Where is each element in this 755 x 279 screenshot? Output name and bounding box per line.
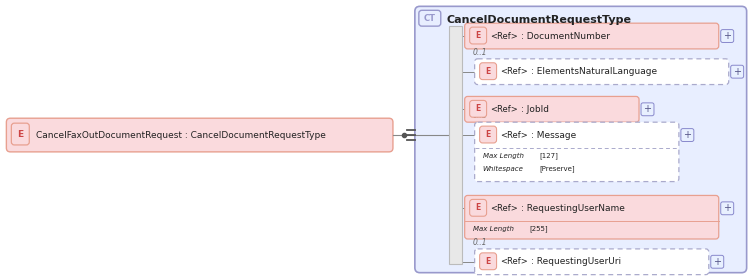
- Text: E: E: [476, 203, 481, 212]
- Text: 0..1: 0..1: [473, 238, 487, 247]
- FancyBboxPatch shape: [464, 23, 719, 49]
- Text: [Preserve]: [Preserve]: [539, 165, 575, 172]
- Text: CancelDocumentRequestType: CancelDocumentRequestType: [447, 15, 632, 25]
- Text: Whitespace: Whitespace: [482, 166, 523, 172]
- Text: CancelFaxOutDocumentRequest : CancelDocumentRequestType: CancelFaxOutDocumentRequest : CancelDocu…: [36, 131, 326, 140]
- FancyBboxPatch shape: [464, 97, 639, 122]
- Text: Max Length: Max Length: [473, 226, 513, 232]
- FancyBboxPatch shape: [479, 126, 497, 143]
- Text: E: E: [485, 67, 491, 76]
- FancyBboxPatch shape: [414, 6, 747, 273]
- FancyBboxPatch shape: [721, 202, 734, 215]
- Text: E: E: [476, 104, 481, 113]
- FancyBboxPatch shape: [721, 30, 734, 42]
- FancyBboxPatch shape: [464, 195, 719, 239]
- Text: : RequestingUserUri: : RequestingUserUri: [532, 257, 621, 266]
- FancyBboxPatch shape: [11, 123, 29, 145]
- Text: 0..1: 0..1: [473, 48, 487, 57]
- FancyBboxPatch shape: [710, 255, 724, 268]
- Text: [127]: [127]: [539, 152, 558, 159]
- Text: +: +: [713, 257, 721, 267]
- Text: <Ref>: <Ref>: [501, 67, 528, 76]
- FancyBboxPatch shape: [641, 103, 654, 116]
- FancyBboxPatch shape: [731, 65, 744, 78]
- Text: <Ref>: <Ref>: [501, 131, 528, 140]
- Text: +: +: [643, 104, 652, 114]
- Text: : ElementsNaturalLanguage: : ElementsNaturalLanguage: [532, 67, 658, 76]
- Text: CT: CT: [424, 14, 436, 23]
- FancyBboxPatch shape: [479, 63, 497, 80]
- Text: <Ref>: <Ref>: [491, 105, 519, 114]
- Text: E: E: [485, 257, 491, 266]
- Text: Max Length: Max Length: [482, 153, 524, 159]
- FancyBboxPatch shape: [6, 118, 393, 152]
- Text: : Message: : Message: [532, 131, 577, 140]
- Text: [255]: [255]: [529, 226, 548, 232]
- Text: : RequestingUserName: : RequestingUserName: [522, 204, 625, 213]
- Text: : JobId: : JobId: [522, 105, 550, 114]
- FancyBboxPatch shape: [419, 10, 441, 26]
- Text: 0..1: 0..1: [473, 111, 487, 120]
- Text: +: +: [723, 203, 731, 213]
- FancyBboxPatch shape: [681, 129, 694, 141]
- FancyBboxPatch shape: [470, 27, 486, 44]
- FancyBboxPatch shape: [475, 59, 729, 85]
- Text: +: +: [723, 31, 731, 41]
- Text: <Ref>: <Ref>: [491, 204, 519, 213]
- Text: <Ref>: <Ref>: [501, 257, 528, 266]
- FancyBboxPatch shape: [470, 100, 486, 117]
- Bar: [448, 26, 462, 264]
- Text: : DocumentNumber: : DocumentNumber: [522, 32, 611, 40]
- Text: +: +: [683, 130, 692, 140]
- Text: E: E: [476, 31, 481, 40]
- Text: E: E: [485, 130, 491, 139]
- Text: <Ref>: <Ref>: [491, 32, 519, 40]
- FancyBboxPatch shape: [470, 199, 486, 216]
- FancyBboxPatch shape: [475, 122, 679, 182]
- Text: +: +: [733, 67, 741, 77]
- FancyBboxPatch shape: [475, 249, 709, 275]
- FancyBboxPatch shape: [479, 253, 497, 270]
- Text: E: E: [17, 129, 23, 139]
